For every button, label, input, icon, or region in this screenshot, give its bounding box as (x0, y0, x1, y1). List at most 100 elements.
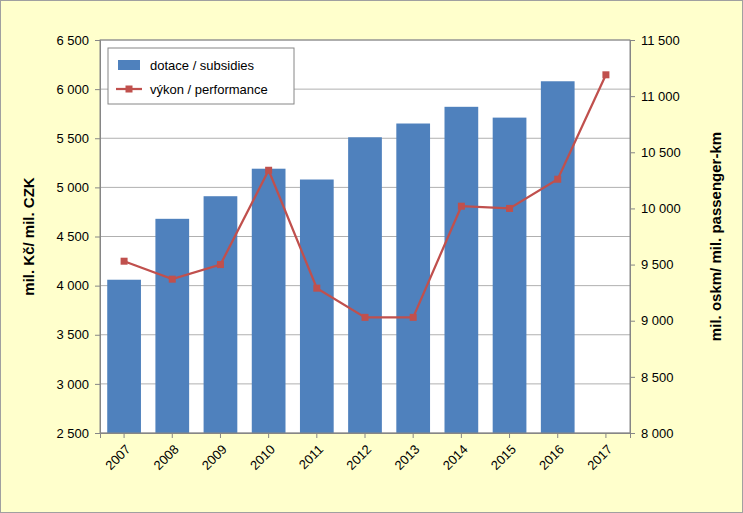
tick-mark (630, 265, 635, 266)
tick-label: 9 500 (641, 257, 674, 272)
tick: 10 000 (630, 201, 681, 216)
bar (348, 137, 382, 433)
tick-mark (630, 152, 635, 153)
axis-line (101, 434, 631, 439)
legend: dotace / subsidies výkon / performance (108, 48, 294, 104)
tick-mark (172, 433, 173, 438)
marker (121, 258, 128, 265)
tick-mark (605, 433, 606, 438)
tick: 4 500 (56, 229, 100, 244)
marks (107, 71, 609, 433)
tick-label: 2012 (343, 442, 374, 473)
tick-mark (95, 237, 100, 238)
marker (169, 276, 176, 283)
bar (300, 180, 334, 433)
tick-label: 8 000 (641, 426, 674, 441)
tick-label: 2016 (536, 442, 567, 473)
tick-mark (95, 89, 100, 90)
legend-label: dotace / subsidies (150, 58, 255, 73)
bar (252, 169, 286, 433)
tick-mark (220, 433, 221, 438)
bar (541, 81, 575, 433)
tick-mark (95, 335, 100, 336)
bar (493, 118, 527, 433)
tick-mark (268, 433, 269, 438)
tick: 5 000 (56, 180, 100, 195)
tick: 11 000 (630, 89, 680, 104)
tick-mark (509, 433, 510, 438)
plot-area (100, 40, 630, 433)
plot: 2 5003 0003 5004 0004 5005 0005 5006 000… (56, 33, 680, 473)
background (1, 1, 743, 513)
legend-swatch (118, 60, 140, 70)
tick-label: 3 500 (56, 327, 89, 342)
bar-series (107, 81, 574, 433)
tick: 5 500 (56, 131, 100, 146)
tick-mark (95, 40, 100, 41)
tick: 11 500 (630, 33, 680, 48)
tick-label: 10 000 (641, 201, 681, 216)
tick: 2017 (584, 433, 615, 473)
tick-mark (95, 384, 100, 385)
grid (100, 40, 630, 433)
bar (396, 124, 430, 433)
tick-label: 9 000 (641, 313, 674, 328)
marker (554, 176, 561, 183)
marker (217, 261, 224, 268)
legend-item: dotace / subsidies (118, 58, 255, 73)
chart: 2 5003 0003 5004 0004 5005 0005 5006 000… (0, 0, 743, 513)
tick: 2007 (102, 433, 133, 473)
tick: 3 000 (56, 377, 100, 392)
tick-label: 8 500 (641, 370, 674, 385)
tick-label: 5 000 (56, 180, 89, 195)
axis-line (631, 41, 636, 434)
tick-label: 10 500 (641, 145, 681, 160)
tick: 8 000 (630, 426, 674, 441)
line-series (121, 71, 610, 321)
marker (506, 205, 513, 212)
legend-box (108, 48, 294, 104)
bar (155, 219, 189, 433)
tick: 2016 (536, 433, 567, 473)
bar (204, 196, 238, 433)
tick-label: 2009 (199, 442, 230, 473)
tick-mark (316, 433, 317, 438)
x-axis: 2007200820092010201120122013201420152016… (101, 433, 631, 473)
tick-mark (461, 433, 462, 438)
tick-label: 2015 (488, 442, 519, 473)
tick-label: 4 000 (56, 278, 89, 293)
tick-label: 11 500 (641, 33, 680, 48)
bar (445, 107, 479, 433)
tick-label: 2011 (296, 442, 326, 472)
tick-label: 4 500 (56, 229, 89, 244)
y-axis: 2 5003 0003 5004 0004 5005 0005 5006 000… (56, 33, 100, 441)
bar (107, 280, 141, 433)
plot-frame (100, 40, 630, 433)
tick: 8 500 (630, 370, 674, 385)
tick-mark (630, 208, 635, 209)
tick: 2013 (391, 433, 422, 473)
legend-marker (126, 86, 133, 93)
tick-label: 2007 (102, 442, 133, 473)
tick: 9 000 (630, 313, 674, 328)
tick: 2010 (247, 433, 278, 473)
tick-mark (630, 96, 635, 97)
tick-label: 5 500 (56, 131, 89, 146)
tick-mark (95, 286, 100, 287)
tick: 2008 (151, 433, 182, 473)
y-axis-title: mil. Kč/ mil. CZK (20, 177, 37, 296)
tick: 4 000 (56, 278, 100, 293)
tick-label: 2010 (247, 442, 278, 473)
tick-label: 11 000 (641, 89, 680, 104)
y2-axis: 8 000 8 500 9 000 9 500 10 000 10 500 11 000 11… (630, 33, 681, 441)
tick-mark (630, 377, 635, 378)
tick-label: 2017 (584, 442, 615, 473)
tick-mark (630, 40, 635, 41)
tick: 2 500 (56, 426, 100, 441)
tick: 2015 (488, 433, 519, 473)
tick: 9 500 (630, 257, 674, 272)
marker (602, 71, 609, 78)
tick-mark (95, 433, 100, 434)
tick: 6 500 (56, 33, 100, 48)
legend-label: výkon / performance (150, 82, 268, 97)
